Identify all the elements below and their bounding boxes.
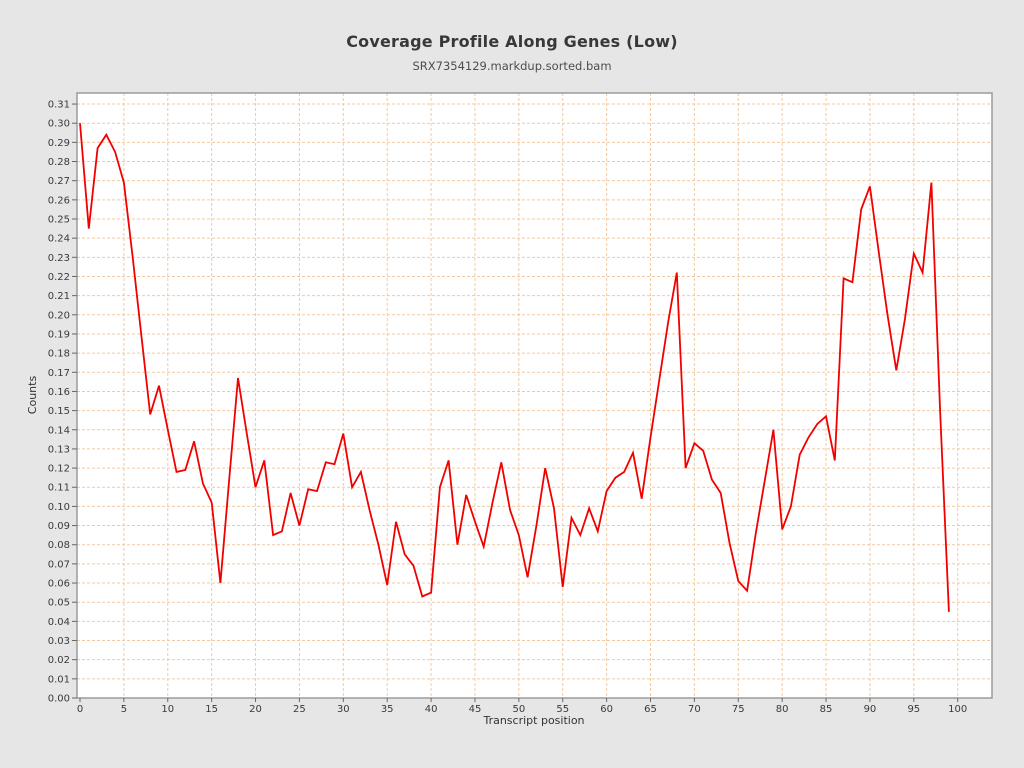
y-tick-label: 0.12 (48, 464, 70, 475)
x-tick-label: 90 (864, 704, 877, 715)
x-tick-label: 20 (249, 704, 262, 715)
x-tick-label: 75 (732, 704, 745, 715)
y-tick-label: 0.09 (48, 521, 70, 532)
y-tick-label: 0.00 (48, 694, 70, 705)
x-tick-label: 5 (121, 704, 127, 715)
chart-subtitle: SRX7354129.markdup.sorted.bam (412, 59, 612, 73)
axis-ticks (72, 103, 959, 702)
y-tick-label: 0.25 (48, 215, 70, 226)
plot-frame (76, 92, 993, 699)
x-tick-label: 0 (77, 704, 83, 715)
x-tick-label: 50 (512, 704, 525, 715)
x-tick-label: 15 (205, 704, 218, 715)
chart-title: Coverage Profile Along Genes (Low) (346, 32, 678, 51)
x-tick-label: 45 (469, 704, 482, 715)
y-tick-label: 0.23 (48, 253, 70, 264)
y-tick-label: 0.24 (48, 234, 70, 245)
y-axis-label: Counts (26, 376, 39, 415)
y-tick-label: 0.10 (48, 502, 70, 513)
y-tick-label: 0.29 (48, 138, 70, 149)
y-tick-labels: 0.00 0.01 0.02 0.03 0.04 0.05 0.06 0.07 0.08 0.09… (48, 100, 70, 705)
y-tick-label: 0.31 (48, 100, 70, 111)
series-line (79, 123, 950, 612)
y-tick-label: 0.03 (48, 636, 70, 647)
plot-area (77, 93, 992, 698)
y-tick-label: 0.27 (48, 176, 70, 187)
y-tick-label: 0.07 (48, 559, 70, 570)
x-axis-label: Transcript position (482, 714, 584, 727)
y-tick-label: 0.02 (48, 655, 70, 666)
y-tick-label: 0.13 (48, 444, 70, 455)
y-tick-label: 0.11 (48, 483, 70, 494)
x-tick-labels: 0 5 10 15 20 25 30 35 40 45 50 55 60 65 70 75 80 85 90 95 10… (77, 704, 967, 715)
x-tick-label: 80 (776, 704, 789, 715)
x-tick-label: 100 (948, 704, 967, 715)
x-tick-label: 10 (161, 704, 174, 715)
y-tick-label: 0.21 (48, 291, 70, 302)
coverage-series-path (79, 123, 950, 612)
y-tick-label: 0.05 (48, 598, 70, 609)
x-tick-label: 30 (337, 704, 350, 715)
y-tick-label: 0.20 (48, 310, 70, 321)
x-tick-label: 65 (644, 704, 657, 715)
x-tick-label: 85 (820, 704, 833, 715)
y-tick-label: 0.16 (48, 387, 70, 398)
x-tick-label: 70 (688, 704, 701, 715)
y-tick-label: 0.18 (48, 349, 70, 360)
x-tick-label: 35 (381, 704, 394, 715)
y-tick-label: 0.28 (48, 157, 70, 168)
y-tick-label: 0.04 (48, 617, 70, 628)
y-tick-label: 0.22 (48, 272, 70, 283)
y-tick-label: 0.08 (48, 540, 70, 551)
y-tick-label: 0.14 (48, 425, 70, 436)
x-tick-label: 25 (293, 704, 306, 715)
x-tick-label: 95 (907, 704, 920, 715)
x-tick-label: 60 (600, 704, 613, 715)
y-tick-label: 0.30 (48, 119, 70, 130)
y-tick-label: 0.17 (48, 368, 70, 379)
grid-lines (77, 93, 992, 698)
y-tick-label: 0.26 (48, 195, 70, 206)
y-tick-label: 0.19 (48, 329, 70, 340)
y-tick-label: 0.06 (48, 579, 70, 590)
x-tick-label: 55 (556, 704, 569, 715)
y-tick-label: 0.01 (48, 674, 70, 685)
y-tick-label: 0.15 (48, 406, 70, 417)
x-tick-label: 40 (425, 704, 438, 715)
